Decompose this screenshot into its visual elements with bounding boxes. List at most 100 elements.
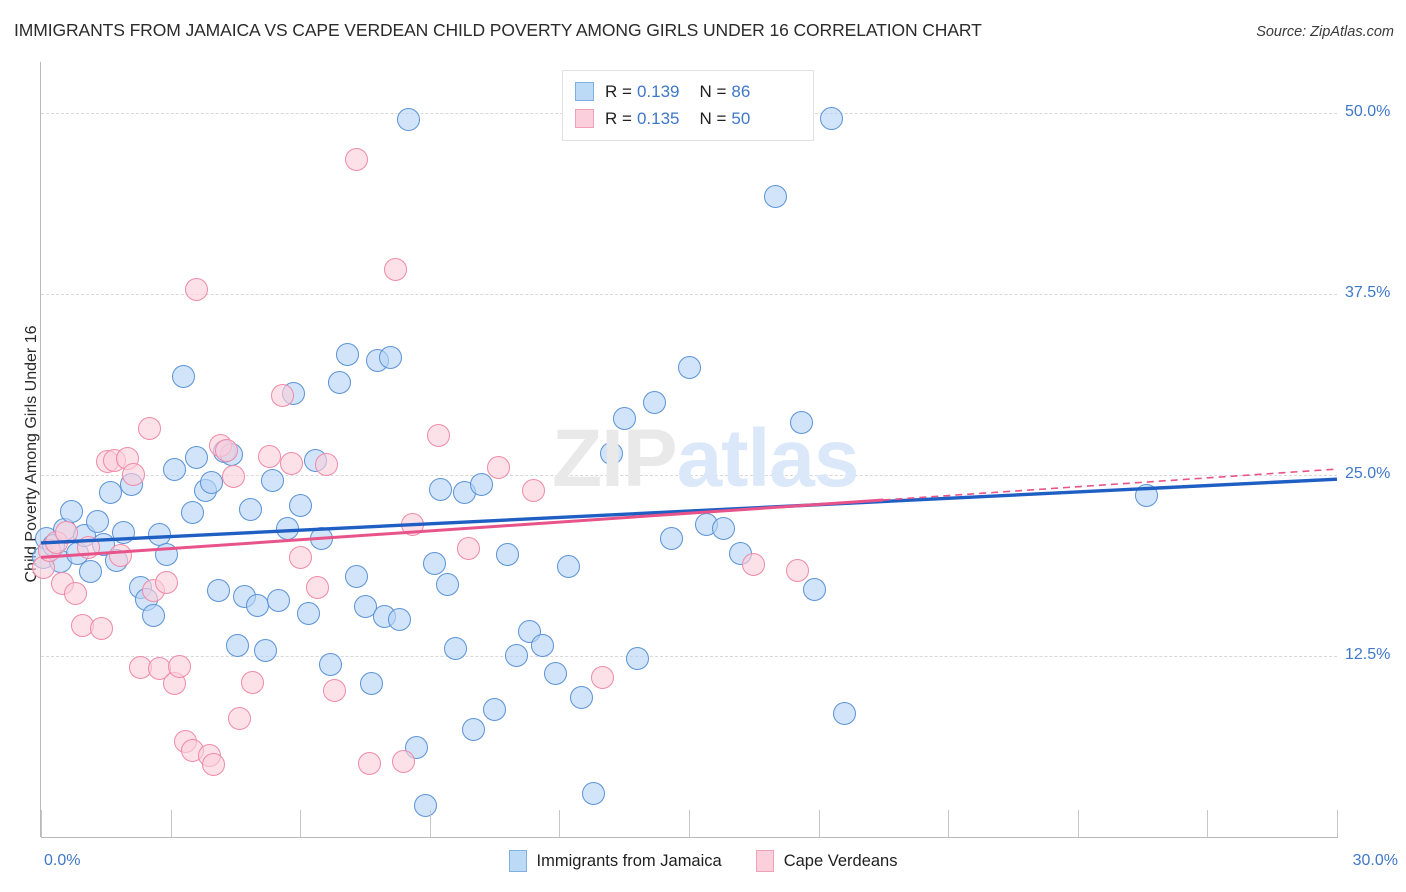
data-point[interactable] [820,106,844,130]
series-legend-item[interactable]: Immigrants from Jamaica [508,850,722,872]
data-point[interactable] [137,416,161,440]
data-point[interactable] [530,634,554,658]
data-point[interactable] [344,564,368,588]
data-point[interactable] [215,438,239,462]
data-point[interactable] [260,469,284,493]
x-axis-tick [1337,810,1338,837]
data-point[interactable] [642,390,666,414]
data-point[interactable] [180,501,204,524]
data-point[interactable] [344,147,368,171]
data-point[interactable] [89,616,113,640]
data-point[interactable] [556,554,580,578]
data-point[interactable] [444,637,468,661]
data-point[interactable] [336,343,360,367]
data-point[interactable] [429,477,453,501]
data-point[interactable] [154,543,178,567]
data-point[interactable] [1135,483,1159,507]
data-point[interactable] [228,706,252,730]
data-point[interactable] [79,560,103,584]
data-point[interactable] [185,277,209,301]
data-point[interactable] [318,653,342,677]
data-point[interactable] [221,464,245,488]
data-point[interactable] [392,750,416,774]
data-point[interactable] [413,793,437,817]
data-point[interactable] [802,577,826,601]
data-point[interactable] [271,383,295,407]
data-point[interactable] [426,424,450,448]
data-point[interactable] [763,185,787,209]
data-point[interactable] [379,346,403,369]
data-point[interactable] [141,603,165,627]
data-point[interactable] [582,782,606,806]
data-point[interactable] [59,499,83,523]
data-point[interactable] [435,573,459,597]
data-point[interactable] [202,753,226,777]
data-point[interactable] [327,370,351,394]
data-point[interactable] [470,473,494,497]
data-point[interactable] [457,537,481,561]
data-point[interactable] [226,634,250,658]
data-point[interactable] [200,470,224,494]
series-swatch-pink [755,850,774,872]
data-point[interactable] [77,535,101,559]
n-value: 50 [731,108,751,128]
data-point[interactable] [109,544,133,568]
data-point[interactable] [591,666,615,690]
data-point[interactable] [154,570,178,594]
data-point[interactable] [569,686,593,710]
data-point[interactable] [185,445,209,469]
data-point[interactable] [677,356,701,380]
data-point[interactable] [310,527,334,551]
data-point[interactable] [98,480,122,504]
data-point[interactable] [396,108,420,132]
data-point[interactable] [245,593,269,617]
data-point[interactable] [85,509,109,533]
data-point[interactable] [422,551,446,575]
data-point[interactable] [599,441,623,465]
data-point[interactable] [353,595,377,619]
data-point[interactable] [163,457,187,481]
data-point[interactable] [660,527,684,551]
data-point[interactable] [241,670,265,694]
data-point[interactable] [111,521,135,545]
data-point[interactable] [305,576,329,600]
data-point[interactable] [254,638,278,662]
data-point[interactable] [288,493,312,517]
data-point[interactable] [267,589,291,613]
data-point[interactable] [275,516,299,540]
data-point[interactable] [612,406,636,430]
data-point[interactable] [172,364,196,388]
data-point[interactable] [504,644,528,668]
data-point[interactable] [297,602,321,626]
data-point[interactable] [785,558,809,582]
data-point[interactable] [401,512,425,536]
data-point[interactable] [521,479,545,503]
data-point[interactable] [323,679,347,703]
page-title: IMMIGRANTS FROM JAMAICA VS CAPE VERDEAN … [14,20,982,40]
data-point[interactable] [625,647,649,671]
data-point[interactable] [64,582,88,606]
data-point[interactable] [206,579,230,603]
series-legend-item[interactable]: Cape Verdeans [755,850,897,872]
data-point[interactable] [167,654,191,678]
data-point[interactable] [288,545,312,569]
data-point[interactable] [280,451,304,475]
data-point[interactable] [496,543,520,567]
data-point[interactable] [359,671,383,695]
data-point[interactable] [789,411,813,435]
data-point[interactable] [314,453,338,477]
stats-legend: R = 0.139 N = 86 R = 0.135 N = 50 [562,70,814,141]
data-point[interactable] [543,661,567,685]
data-point[interactable] [388,608,412,632]
data-point[interactable] [461,718,485,742]
x-axis-tick [559,810,561,837]
data-point[interactable] [258,444,282,468]
data-point[interactable] [383,257,407,281]
data-point[interactable] [742,553,766,577]
data-point[interactable] [357,751,381,775]
data-point[interactable] [483,698,507,722]
data-point[interactable] [833,702,857,726]
data-point[interactable] [712,516,736,540]
data-point[interactable] [239,498,263,522]
